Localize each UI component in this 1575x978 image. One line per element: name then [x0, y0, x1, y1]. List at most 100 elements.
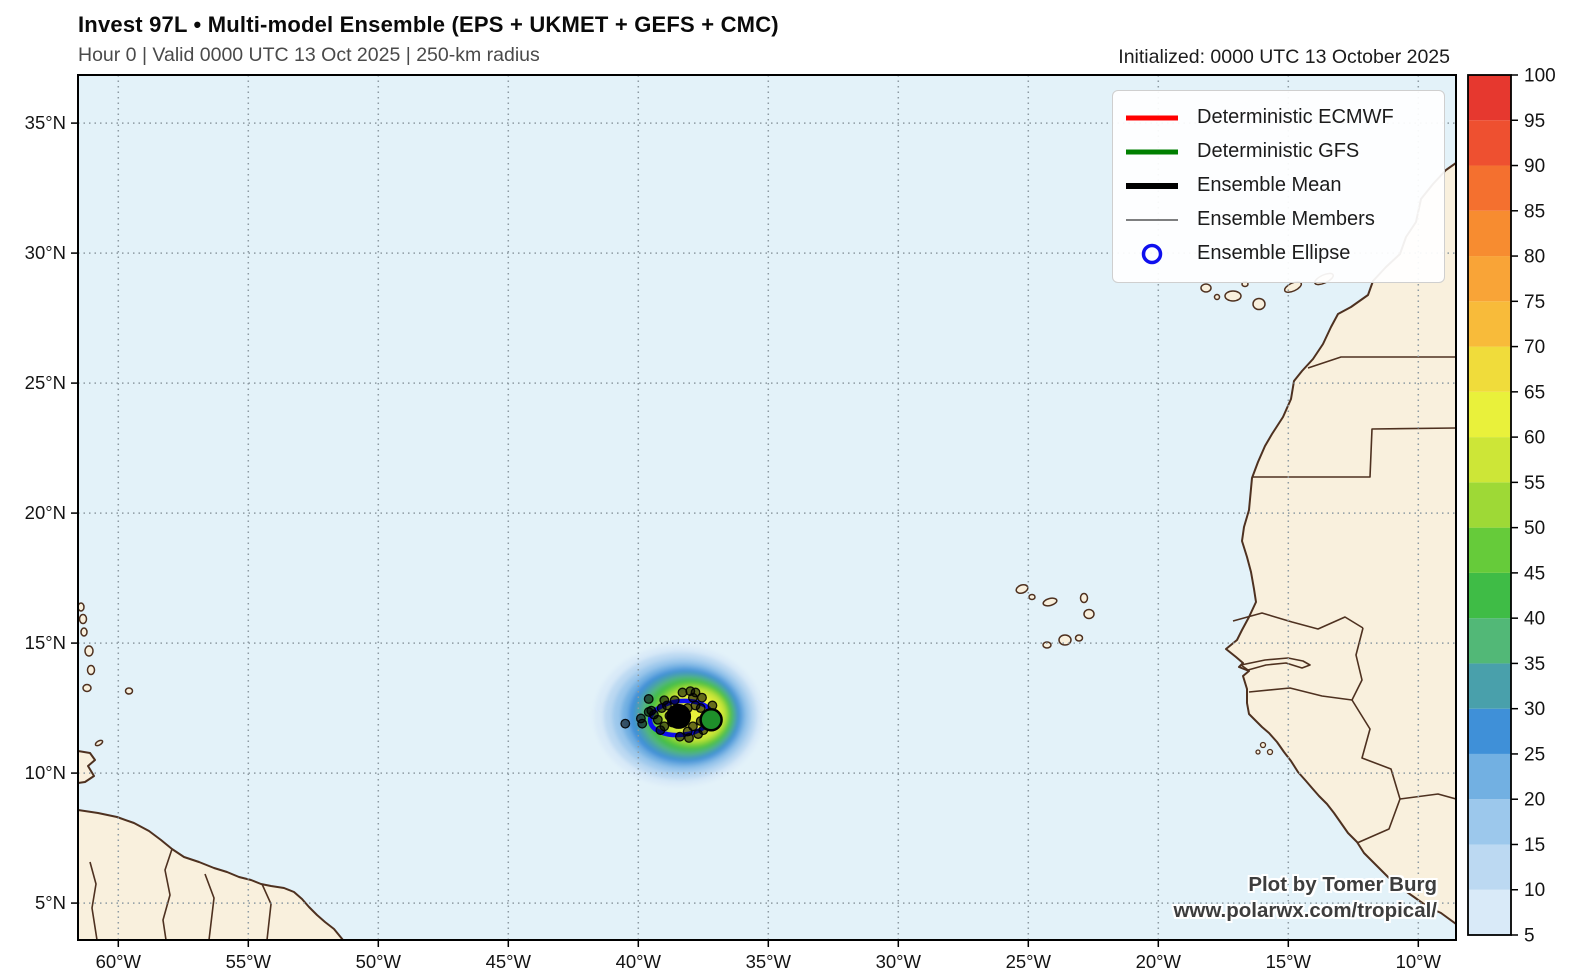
plot-title: Invest 97L • Multi-model Ensemble (EPS +… [78, 12, 779, 37]
axis-ticks [71, 122, 1420, 947]
x-tick-label: 15°W [1266, 951, 1312, 972]
coastline-south-america [78, 809, 344, 940]
colorbar-segment [1468, 708, 1511, 754]
ensemble-member-dot [695, 703, 706, 714]
ensemble-member-dot [697, 692, 707, 703]
colorbar-tick-label: 25 [1524, 744, 1545, 765]
attribution-author: Plot by Tomer Burg [1248, 873, 1437, 896]
colorbar-segment [1468, 844, 1511, 890]
colorbar-segment [1468, 256, 1511, 302]
map-legend: Deterministic ECMWF Deterministic GFS Ense… [1112, 90, 1445, 283]
ensemble-member-dot [655, 725, 666, 736]
colorbar-segment [1468, 165, 1511, 211]
ensemble-member-dot [690, 687, 701, 698]
colorbar-tick-label: 15 [1524, 835, 1545, 856]
colorbar-tick-label: 65 [1524, 382, 1545, 403]
y-tick-label: 30°N [25, 242, 66, 263]
legend-item-ensemble-ellipse: Ensemble Ellipse [1113, 237, 1444, 271]
y-tick-label: 35°N [25, 112, 66, 133]
x-tick-label: 25°W [1006, 951, 1052, 972]
init-time-label: Initialized: 0000 UTC 13 October 2025 [1118, 46, 1450, 68]
y-tick-label: 25°N [25, 372, 66, 393]
legend-item-ensemble-mean: Ensemble Mean [1113, 169, 1444, 203]
colorbar-segment [1468, 663, 1511, 709]
colorbar-segment [1468, 120, 1511, 166]
attribution: Plot by Tomer Burg www.polarwx.com/tropi… [1173, 872, 1437, 924]
colorbar-tick-label: 5 [1524, 926, 1535, 947]
legend-item-label: Ensemble Ellipse [1197, 242, 1351, 264]
legend-item-label: Ensemble Mean [1197, 174, 1342, 196]
ensemble-member-dot [674, 731, 685, 742]
ensemble-member-dot [643, 707, 654, 717]
legend-line-icon [1113, 208, 1191, 232]
basemap-geography [78, 162, 1456, 940]
x-tick-label: 10°W [1396, 951, 1442, 972]
coastline-africa [1225, 162, 1456, 925]
gfs-deterministic-dot [699, 708, 723, 732]
colorbar-tick-label: 30 [1524, 699, 1545, 720]
colorbar-segment [1468, 75, 1511, 121]
ensemble-member-dot [684, 733, 694, 743]
ensemble-mean-dot [666, 703, 692, 729]
legend-line-icon [1113, 140, 1191, 164]
legend-item-label: Deterministic ECMWF [1197, 106, 1394, 128]
legend-ellipse-icon [1113, 242, 1191, 266]
y-tick-label: 20°N [25, 502, 66, 523]
legend-item-ensemble-members: Ensemble Members [1113, 203, 1444, 237]
plot-subtitle: Hour 0 | Valid 0000 UTC 13 Oct 2025 | 25… [78, 44, 540, 66]
colorbar-segment [1468, 527, 1511, 573]
gambia-river [1240, 657, 1311, 671]
x-tick-label: 50°W [356, 951, 402, 972]
legend-item-label: Deterministic GFS [1197, 140, 1360, 162]
colorbar-segment [1468, 437, 1511, 483]
colorbar-segment [1468, 346, 1511, 392]
attribution-url: www.polarwx.com/tropical/ [1173, 899, 1437, 922]
colorbar-tick-label: 70 [1524, 337, 1545, 358]
x-tick-label: 20°W [1136, 951, 1182, 972]
colorbar-tick-label: 85 [1524, 201, 1545, 222]
colorbar-segment [1468, 482, 1511, 528]
x-tick-label: 45°W [486, 951, 532, 972]
ensemble-member-dot [643, 694, 654, 704]
colorbar-segment [1468, 572, 1511, 619]
colorbar-frame [1467, 74, 1512, 936]
colorbar-tick-label: 50 [1524, 518, 1545, 539]
colorbar: 5 10 15 20 25 30 35 40 45 50 55 60 65 70 75 80 85 90 95 100 [1467, 66, 1556, 947]
legend-item-deterministic-ecmwf: Deterministic ECMWF [1113, 101, 1444, 135]
colorbar-segment [1468, 301, 1511, 347]
legend-item-label: Ensemble Members [1197, 208, 1375, 230]
colorbar-tick-label: 60 [1524, 428, 1545, 449]
ensemble-member-dot [677, 687, 688, 698]
colorbar-tick-label: 45 [1524, 563, 1545, 584]
colorbar-tick-label: 20 [1524, 790, 1545, 811]
plot-frame [77, 74, 1457, 941]
colorbar-tick-label: 90 [1524, 156, 1545, 177]
y-tick-label: 15°N [25, 632, 66, 653]
colorbar-tick-label: 40 [1524, 609, 1545, 630]
ensemble-member-dot [669, 695, 680, 706]
colorbar-segment [1468, 753, 1511, 800]
legend-item-deterministic-gfs: Deterministic GFS [1113, 135, 1444, 169]
ensemble-member-dot [637, 718, 648, 729]
colorbar-segment [1468, 618, 1511, 664]
colorbar-segment [1468, 391, 1511, 438]
ensemble-member-dot [661, 700, 672, 711]
ensemble-member-dot [620, 718, 631, 729]
x-tick-label: 40°W [616, 951, 662, 972]
colorbar-segment [1468, 210, 1511, 257]
axis-labels: 60°W 55°W 50°W 45°W 40°W 35°W 30°W 25°W 20°W 15°W… [25, 112, 1442, 972]
colorbar-tick-label: 100 [1524, 66, 1556, 87]
colorbar-tick-label: 10 [1524, 880, 1545, 901]
x-tick-label: 35°W [746, 951, 792, 972]
lesser-antilles [78, 602, 134, 747]
colorbar-segment [1468, 889, 1511, 935]
x-tick-label: 30°W [876, 951, 922, 972]
colorbar-tick-label: 75 [1524, 292, 1545, 313]
y-tick-label: 10°N [25, 762, 66, 783]
x-tick-label: 60°W [96, 951, 142, 972]
colorbar-tick-label: 95 [1524, 111, 1545, 132]
colorbar-tick-label: 80 [1524, 247, 1545, 268]
x-tick-label: 55°W [226, 951, 272, 972]
bijagos-islets [1255, 741, 1274, 756]
